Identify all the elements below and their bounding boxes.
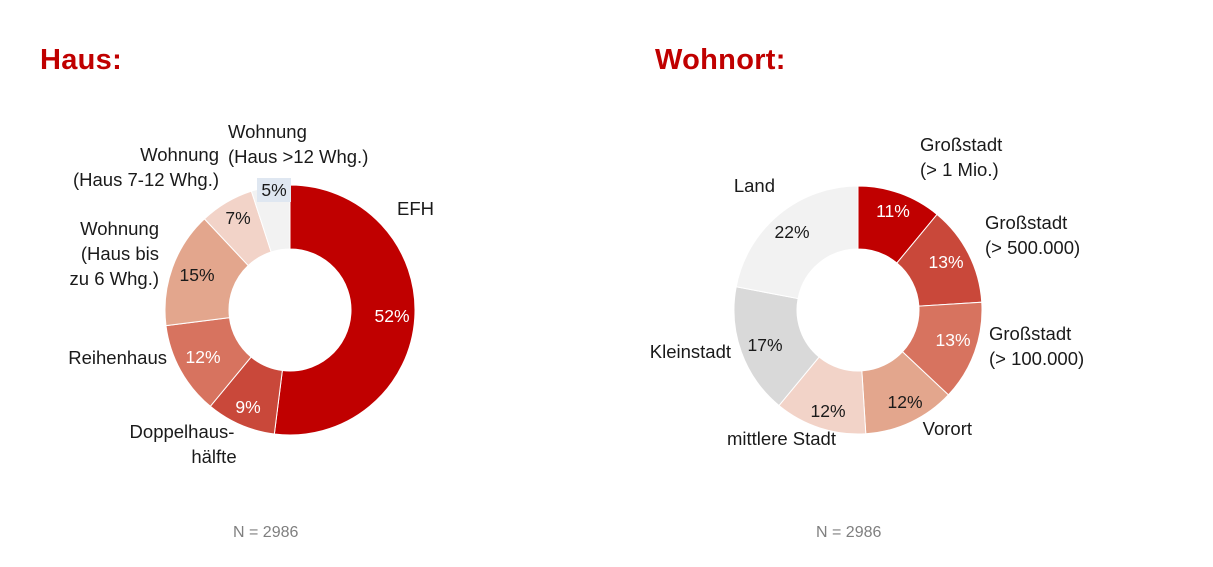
category-label-haus-2: Reihenhaus [68,347,167,368]
value-label-wohnort-2: 13% [935,330,970,350]
value-label-wohnort-6: 22% [774,222,809,242]
value-label-wohnort-1: 13% [928,252,963,272]
value-label-wohnort-3: 12% [887,392,922,412]
value-label-haus-1: 9% [235,397,260,417]
value-label-bg-haus-5 [257,178,291,202]
slice-haus-0 [273,184,416,436]
sample-size-haus: N = 2986 [233,524,299,541]
donut-haus: 52% 9% 12% 15% 7% 5% EFH Doppelhaus-hälfte Reihe… [68,121,434,467]
value-label-wohnort-4: 12% [810,401,845,421]
value-label-haus-5: 5% [261,180,286,200]
value-label-wohnort-0: 11% [876,201,910,221]
chart-title-haus: Haus: [40,44,123,76]
category-label-haus-1: Doppelhaus-hälfte [130,421,237,467]
donut-wohnort: 11% 13% 13% 12% 12% 17% 22% Großstadt (> 1 Mio.)… [650,134,1084,449]
category-label-haus-4: Wohnung (Haus 7-12 Whg.) [73,144,219,190]
value-label-wohnort-5: 17% [747,335,782,355]
category-label-wohnort-5: Kleinstadt [650,341,731,362]
chart-title-wohnort: Wohnort: [655,44,786,76]
value-label-haus-2: 12% [185,347,220,367]
value-label-haus-3: 15% [179,265,214,285]
category-label-wohnort-1: Großstadt (> 500.000) [985,212,1080,258]
category-label-wohnort-0: Großstadt (> 1 Mio.) [920,134,1002,180]
category-label-wohnort-4: mittlere Stadt [727,428,836,449]
category-label-haus-3: Wohnung (Haus bis zu 6 Whg.) [70,218,159,289]
sample-size-wohnort: N = 2986 [816,524,882,541]
value-label-haus-0: 52% [374,306,409,326]
category-label-haus-0: EFH [397,198,434,219]
category-label-haus-5: Wohnung (Haus >12 Whg.) [228,121,368,167]
category-label-wohnort-2: Großstadt (> 100.000) [989,323,1084,369]
category-label-wohnort-6: Land [734,175,775,196]
category-label-wohnort-3: Vorort [923,418,972,439]
value-label-haus-4: 7% [225,208,250,228]
slice-wohnort-6 [735,185,859,300]
